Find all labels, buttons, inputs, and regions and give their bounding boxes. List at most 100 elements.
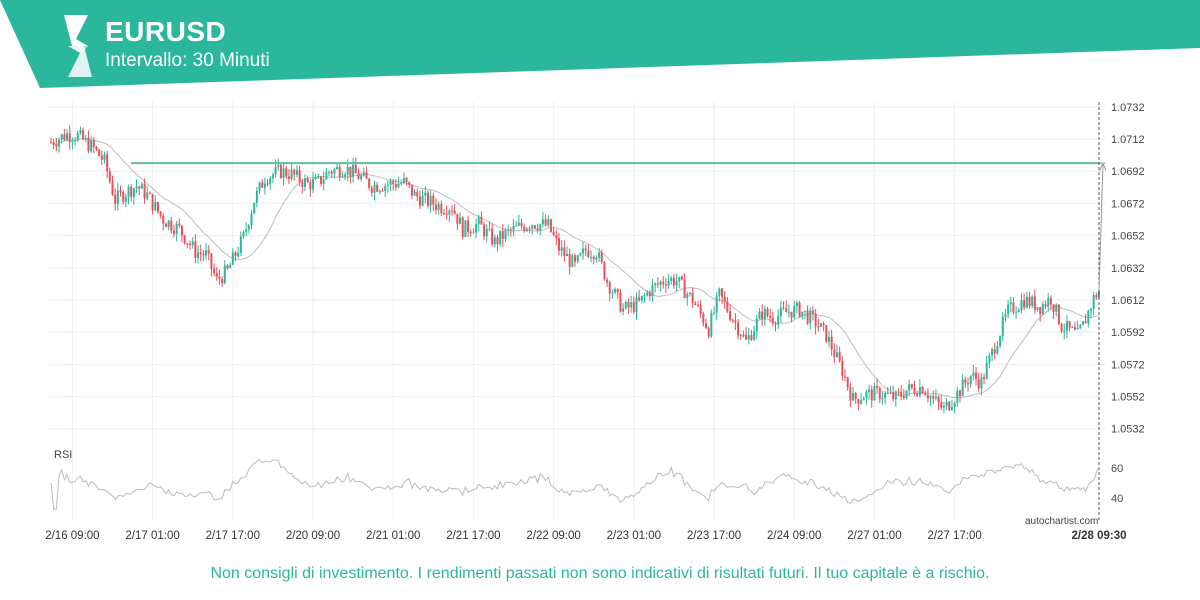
candle	[183, 234, 186, 245]
candle	[528, 226, 531, 233]
candle	[587, 244, 590, 259]
candle	[477, 214, 480, 232]
candle	[857, 398, 860, 411]
candle	[451, 204, 454, 216]
candle	[501, 224, 504, 247]
candle	[440, 200, 443, 217]
candle	[809, 307, 812, 330]
candle	[664, 277, 667, 293]
candle	[250, 210, 253, 230]
candle	[595, 255, 598, 263]
candle	[603, 260, 606, 281]
candle	[429, 190, 432, 213]
candle	[1007, 300, 1010, 319]
candle	[876, 378, 879, 394]
candle	[844, 369, 847, 381]
candle	[330, 169, 333, 178]
candle	[811, 306, 814, 321]
candle	[100, 150, 103, 165]
candle	[507, 224, 510, 237]
candle	[317, 173, 320, 180]
candle	[718, 287, 721, 302]
candle	[68, 125, 71, 150]
candle	[646, 290, 649, 297]
x-tick-label: 2/28 09:30	[1072, 530, 1127, 542]
candle	[485, 224, 488, 243]
candle	[122, 189, 125, 205]
candle	[996, 340, 999, 355]
candle	[1031, 294, 1034, 309]
candle	[71, 137, 74, 150]
candle	[293, 168, 296, 181]
candle	[360, 172, 363, 182]
candle	[1015, 306, 1018, 320]
candle	[975, 367, 978, 386]
y-tick-label: 1.0552	[1111, 392, 1145, 404]
y-axis-ticks: 1.0732 1.0712 1.0692 1.0672 1.0652 1.0632 1.06…	[1111, 102, 1145, 505]
candle	[74, 137, 77, 146]
candle	[210, 252, 213, 277]
candle	[116, 183, 119, 211]
candle	[373, 180, 376, 201]
y-tick-label: 1.0592	[1111, 327, 1145, 339]
candle	[416, 188, 419, 202]
candle	[405, 177, 408, 186]
candle	[745, 326, 748, 341]
candle	[488, 221, 491, 231]
candle	[606, 277, 609, 288]
candle	[223, 260, 226, 285]
projection-arrow	[1098, 163, 1104, 291]
candle	[52, 138, 55, 150]
candle	[849, 382, 852, 407]
projection-layer	[1098, 102, 1107, 520]
candle	[688, 291, 691, 297]
candle	[1084, 313, 1087, 324]
candle	[255, 186, 258, 208]
candle	[520, 219, 523, 230]
y-tick-label: 1.0672	[1111, 198, 1145, 210]
x-tick-label: 2/17 01:00	[125, 530, 179, 542]
candle	[940, 394, 943, 411]
rsi-tick-label: 60	[1111, 463, 1123, 475]
candle	[1004, 308, 1007, 322]
candle	[242, 230, 245, 240]
candle	[437, 201, 440, 215]
x-tick-label: 2/24 09:00	[767, 530, 821, 542]
candle	[560, 240, 563, 257]
candle	[480, 211, 483, 225]
candle	[50, 137, 52, 144]
candle	[552, 226, 555, 237]
candle	[985, 355, 988, 380]
candle	[295, 165, 298, 178]
candle	[84, 135, 87, 143]
candle	[1081, 320, 1084, 326]
candle	[1092, 291, 1095, 315]
candle	[237, 246, 240, 259]
candle	[90, 136, 93, 154]
candle	[758, 308, 761, 320]
candle	[988, 352, 991, 369]
candle	[549, 218, 552, 233]
candle	[619, 288, 622, 313]
candle	[945, 398, 948, 411]
candle	[322, 171, 325, 191]
candle	[76, 130, 79, 142]
candle	[702, 311, 705, 327]
candle	[977, 372, 980, 392]
candle	[686, 291, 689, 306]
candle	[600, 249, 603, 265]
candle	[1017, 307, 1020, 313]
candle	[378, 189, 381, 195]
candle	[459, 212, 462, 224]
candle	[819, 323, 822, 328]
candle	[678, 276, 681, 288]
candle	[656, 277, 659, 288]
candle	[696, 301, 699, 308]
candle	[55, 137, 58, 152]
candle	[410, 184, 413, 200]
candle	[92, 137, 95, 154]
candle	[822, 321, 825, 332]
candle	[461, 216, 464, 240]
candle	[475, 218, 478, 239]
candle	[953, 401, 956, 414]
